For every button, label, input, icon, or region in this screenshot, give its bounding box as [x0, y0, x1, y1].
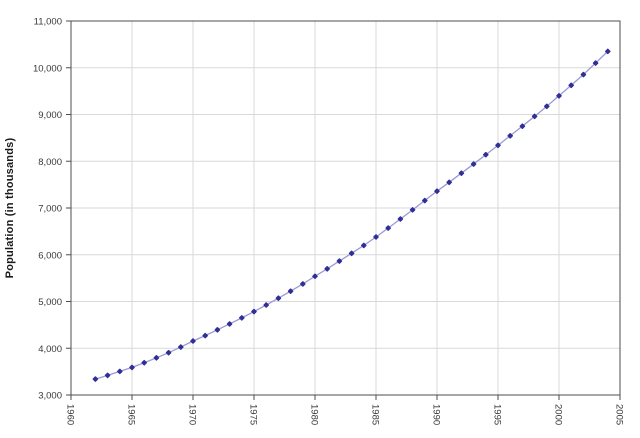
data-point-marker [92, 376, 99, 382]
x-tick-label: 1970 [187, 404, 198, 425]
data-point-marker [129, 364, 135, 371]
data-point-marker [300, 281, 306, 287]
x-tick-label: 1985 [370, 404, 381, 425]
data-point-marker [495, 142, 501, 149]
data-point-marker [605, 48, 611, 55]
y-tick-label: 7,000 [38, 204, 62, 215]
y-tick-label: 5,000 [38, 297, 62, 308]
data-point-marker [178, 344, 184, 350]
x-tick-label: 1980 [309, 404, 320, 425]
y-tick-label: 6,000 [38, 250, 62, 261]
x-tick-label: 1965 [126, 404, 137, 425]
population-series-line [95, 50, 609, 380]
y-tick-label: 4,000 [38, 344, 62, 355]
x-tick-label: 2000 [553, 404, 564, 425]
x-tick-label: 1990 [431, 404, 442, 425]
data-point-marker [385, 225, 391, 231]
data-point-marker [226, 321, 233, 327]
data-point-marker [409, 207, 416, 213]
data-point-marker [165, 349, 172, 356]
data-point-marker [434, 188, 440, 194]
data-point-marker [361, 242, 367, 249]
data-point-marker [446, 179, 452, 186]
data-point-marker [104, 372, 111, 379]
data-point-marker [312, 273, 318, 280]
data-point-marker [373, 234, 379, 240]
data-point-marker [422, 197, 428, 204]
data-point-marker [336, 258, 343, 264]
data-point-marker [117, 368, 123, 375]
data-point-marker [507, 132, 513, 139]
y-tick-label: 11,000 [34, 17, 62, 28]
data-point-marker [190, 338, 196, 344]
data-point-marker [287, 288, 294, 294]
data-point-marker [592, 60, 599, 66]
x-tick-label: 2005 [614, 404, 625, 425]
y-tick-label: 3,000 [38, 391, 62, 402]
data-point-marker [580, 71, 587, 78]
data-point-marker [239, 315, 245, 321]
data-point-marker [458, 170, 465, 176]
x-tick-label: 1975 [248, 404, 259, 425]
data-point-marker [556, 93, 562, 99]
data-point-marker [263, 302, 269, 308]
data-point-marker [519, 123, 526, 129]
data-point-marker [483, 151, 489, 158]
data-point-marker [153, 355, 160, 361]
data-point-marker [141, 359, 147, 366]
y-tick-label: 10,000 [33, 63, 62, 74]
data-point-marker [251, 308, 257, 315]
data-point-marker [202, 332, 208, 339]
data-point-marker [470, 161, 477, 167]
data-point-marker [275, 295, 282, 302]
x-tick-label: 1995 [492, 404, 503, 425]
data-point-marker [531, 113, 538, 120]
data-point-marker [397, 216, 404, 222]
data-point-marker [348, 250, 355, 257]
y-tick-label: 8,000 [38, 157, 62, 168]
data-point-marker [214, 327, 221, 333]
y-tick-label: 9,000 [38, 110, 62, 121]
data-point-marker [568, 82, 574, 89]
data-point-marker [544, 103, 550, 110]
data-point-marker [324, 265, 330, 272]
x-tick-label: 1960 [65, 404, 76, 425]
y-axis-title: Population (in thousands) [4, 137, 16, 279]
